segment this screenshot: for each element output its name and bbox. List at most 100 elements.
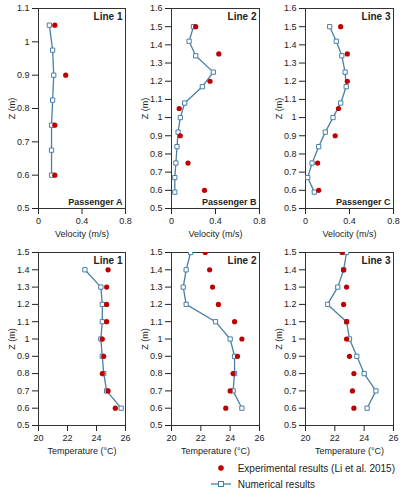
- svg-text:Z (m): Z (m): [140, 328, 150, 350]
- svg-text:0.8: 0.8: [284, 368, 297, 378]
- svg-text:24: 24: [225, 433, 235, 443]
- svg-text:0.6: 0.6: [284, 403, 297, 413]
- svg-text:1.1: 1.1: [284, 94, 297, 104]
- svg-text:1.1: 1.1: [150, 94, 163, 104]
- svg-text:0.4: 0.4: [209, 216, 222, 226]
- svg-text:Line 1: Line 1: [94, 255, 123, 266]
- svg-text:1.5: 1.5: [150, 247, 163, 257]
- svg-text:Z (m): Z (m): [7, 98, 17, 120]
- svg-text:0.8: 0.8: [387, 216, 400, 226]
- svg-text:1: 1: [24, 37, 29, 47]
- svg-text:0.9: 0.9: [17, 70, 30, 80]
- svg-text:0.9: 0.9: [284, 351, 297, 361]
- svg-text:0.9: 0.9: [150, 351, 163, 361]
- svg-text:26: 26: [120, 433, 130, 443]
- svg-text:0.5: 0.5: [284, 203, 297, 213]
- svg-text:0.6: 0.6: [17, 170, 30, 180]
- svg-text:1.3: 1.3: [284, 282, 297, 292]
- svg-text:0.8: 0.8: [284, 149, 297, 159]
- svg-text:0.6: 0.6: [17, 403, 30, 413]
- svg-text:1.4: 1.4: [150, 40, 163, 50]
- svg-text:1.5: 1.5: [284, 22, 297, 32]
- svg-text:0.8: 0.8: [150, 149, 163, 159]
- svg-text:Z (m): Z (m): [274, 98, 284, 120]
- svg-text:Z (m): Z (m): [140, 98, 150, 120]
- svg-text:Temperature (°C): Temperature (°C): [181, 446, 250, 456]
- svg-text:1.1: 1.1: [17, 3, 30, 13]
- svg-text:1: 1: [291, 334, 296, 344]
- svg-text:Line 2: Line 2: [228, 11, 257, 22]
- svg-text:1.5: 1.5: [284, 247, 297, 257]
- svg-text:0.6: 0.6: [284, 185, 297, 195]
- svg-text:Line 3: Line 3: [362, 11, 391, 22]
- svg-text:0.7: 0.7: [150, 386, 163, 396]
- svg-text:0.8: 0.8: [119, 216, 132, 226]
- svg-text:24: 24: [91, 433, 101, 443]
- svg-text:1.5: 1.5: [17, 247, 30, 257]
- svg-text:Z (m): Z (m): [7, 328, 17, 350]
- svg-text:Line 3: Line 3: [362, 255, 391, 266]
- svg-text:20: 20: [166, 433, 176, 443]
- svg-text:0.5: 0.5: [150, 203, 163, 213]
- svg-text:0.6: 0.6: [150, 403, 163, 413]
- svg-text:0: 0: [36, 216, 41, 226]
- svg-text:1.6: 1.6: [150, 3, 163, 13]
- svg-text:1.1: 1.1: [150, 317, 163, 327]
- svg-text:0.8: 0.8: [150, 368, 163, 378]
- svg-text:0: 0: [303, 216, 308, 226]
- svg-text:26: 26: [388, 433, 398, 443]
- svg-text:24: 24: [359, 433, 369, 443]
- svg-text:0.6: 0.6: [150, 185, 163, 195]
- svg-text:1.2: 1.2: [284, 299, 297, 309]
- svg-text:1.4: 1.4: [150, 265, 163, 275]
- svg-text:1.2: 1.2: [284, 76, 297, 86]
- svg-text:1.5: 1.5: [150, 22, 163, 32]
- svg-text:1.4: 1.4: [284, 265, 297, 275]
- svg-text:1: 1: [157, 334, 162, 344]
- svg-text:0.8: 0.8: [17, 103, 30, 113]
- svg-text:1.3: 1.3: [17, 282, 30, 292]
- svg-text:0.7: 0.7: [150, 167, 163, 177]
- svg-text:Velocity (m/s): Velocity (m/s): [188, 229, 242, 239]
- svg-text:0: 0: [169, 216, 174, 226]
- svg-text:Velocity (m/s): Velocity (m/s): [55, 229, 109, 239]
- svg-text:1.2: 1.2: [150, 76, 163, 86]
- svg-text:1.6: 1.6: [284, 3, 297, 13]
- svg-text:1.4: 1.4: [17, 265, 30, 275]
- svg-text:Line 1: Line 1: [94, 11, 123, 22]
- svg-text:1: 1: [24, 334, 29, 344]
- svg-text:1.2: 1.2: [150, 299, 163, 309]
- svg-text:0.9: 0.9: [17, 351, 30, 361]
- svg-text:Line 2: Line 2: [228, 255, 257, 266]
- svg-text:20: 20: [300, 433, 310, 443]
- svg-text:1.4: 1.4: [284, 40, 297, 50]
- svg-text:0.7: 0.7: [284, 386, 297, 396]
- svg-text:0.9: 0.9: [284, 131, 297, 141]
- svg-text:Passenger A: Passenger A: [68, 197, 123, 207]
- svg-text:Temperature (°C): Temperature (°C): [47, 446, 116, 456]
- svg-text:Z (m): Z (m): [274, 328, 284, 350]
- svg-text:22: 22: [330, 433, 340, 443]
- svg-text:0.4: 0.4: [76, 216, 89, 226]
- svg-text:26: 26: [254, 433, 264, 443]
- svg-text:Temperature (°C): Temperature (°C): [315, 446, 384, 456]
- svg-text:0.8: 0.8: [253, 216, 266, 226]
- svg-text:1.3: 1.3: [150, 282, 163, 292]
- svg-text:0.7: 0.7: [17, 386, 30, 396]
- svg-text:20: 20: [33, 433, 43, 443]
- svg-text:1.1: 1.1: [17, 317, 30, 327]
- svg-text:Passenger C: Passenger C: [336, 197, 391, 207]
- svg-text:0.5: 0.5: [17, 203, 30, 213]
- svg-text:1.2: 1.2: [17, 299, 30, 309]
- svg-text:0.8: 0.8: [17, 368, 30, 378]
- svg-text:0.4: 0.4: [343, 216, 356, 226]
- svg-text:1.1: 1.1: [284, 317, 297, 327]
- svg-text:1: 1: [157, 112, 162, 122]
- svg-text:Velocity (m/s): Velocity (m/s): [322, 229, 376, 239]
- svg-text:0.5: 0.5: [284, 420, 297, 430]
- svg-text:22: 22: [62, 433, 72, 443]
- svg-text:0.5: 0.5: [17, 420, 30, 430]
- svg-text:0.9: 0.9: [150, 131, 163, 141]
- svg-text:22: 22: [196, 433, 206, 443]
- svg-text:1: 1: [291, 112, 296, 122]
